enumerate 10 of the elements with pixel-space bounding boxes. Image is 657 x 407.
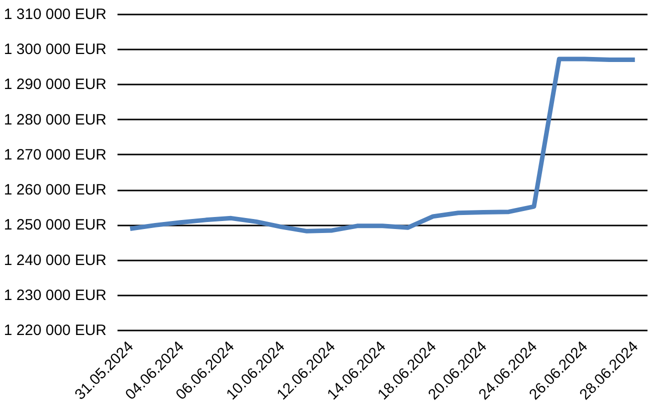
y-tick-label: 1 230 000 EUR (4, 286, 107, 304)
y-tick-label: 1 270 000 EUR (4, 146, 107, 164)
y-tick-label: 1 260 000 EUR (4, 182, 107, 199)
y-tick-label: 1 310 000 EUR (4, 6, 107, 23)
y-tick-label: 1 290 000 EUR (4, 76, 107, 94)
y-tick-label: 1 220 000 EUR (4, 322, 107, 340)
y-tick-label: 1 250 000 EUR (4, 216, 107, 234)
y-tick-label: 1 280 000 EUR (4, 111, 107, 128)
y-tick-label: 1 240 000 EUR (4, 252, 107, 269)
y-tick-label: 1 300 000 EUR (4, 41, 107, 58)
